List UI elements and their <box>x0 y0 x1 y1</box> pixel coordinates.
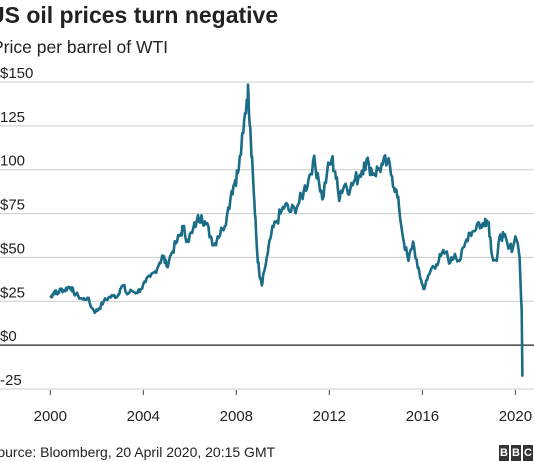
x-tick-label: 2020 <box>499 408 532 425</box>
y-tick-label: $50 <box>0 240 25 257</box>
y-tick-label: -25 <box>0 372 22 389</box>
y-tick-label: 100 <box>0 153 25 170</box>
x-tick-label: 2008 <box>220 408 253 425</box>
chart-title: US oil prices turn negative <box>0 2 279 28</box>
y-tick-label: $150 <box>0 65 33 82</box>
source-note: Source: Bloomberg, 20 April 2020, 20:15 … <box>0 444 276 460</box>
bbc-logo-letter: C <box>523 445 533 461</box>
series-line <box>49 83 524 377</box>
line-chart: $150 125 100 $75 $50 $25 $0 -25 2000 2004 2008 2012… <box>0 65 534 425</box>
chart-subtitle: Price per barrel of WTI <box>0 37 169 57</box>
x-tick-label: 2004 <box>127 408 160 425</box>
y-tick-label: $25 <box>0 284 25 301</box>
y-tick-label: $75 <box>0 197 25 214</box>
x-tick-label: 2016 <box>406 408 439 425</box>
y-tick-label: 125 <box>0 109 25 126</box>
bbc-logo-letter: B <box>499 445 509 461</box>
y-tick-label: $0 <box>0 328 17 345</box>
x-tick-label: 2012 <box>313 408 346 425</box>
x-tick-label: 2000 <box>34 408 67 425</box>
bbc-logo: B B C <box>499 445 533 461</box>
bbc-logo-letter: B <box>511 445 521 461</box>
